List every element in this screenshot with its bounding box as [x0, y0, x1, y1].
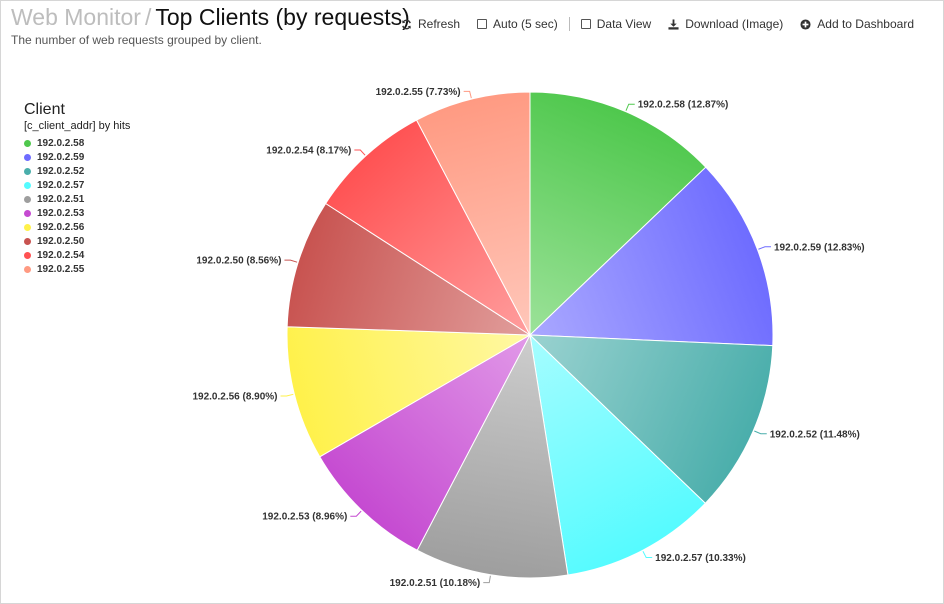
- download-label: Download (Image): [685, 17, 784, 31]
- legend-item-label: 192.0.2.52: [37, 165, 85, 177]
- breadcrumb-web-monitor[interactable]: Web Monitor: [11, 4, 141, 30]
- legend-swatch: [24, 265, 31, 273]
- legend-swatch: [24, 181, 31, 189]
- pie-slice-label: 192.0.2.59 (12.83%): [774, 242, 865, 253]
- pie-leader-line: [754, 430, 767, 435]
- legend-item[interactable]: 192.0.2.55: [24, 262, 130, 276]
- page-header: Web Monitor / Top Clients (by requests): [11, 4, 410, 31]
- pie-leader-line: [463, 90, 472, 99]
- legend-item-label: 192.0.2.57: [37, 179, 85, 191]
- pie-slice-label: 192.0.2.58 (12.87%): [638, 100, 729, 111]
- download-icon: [668, 18, 679, 30]
- pie-slice[interactable]: [319, 333, 532, 551]
- legend-subtitle: [c_client_addr] by hits: [24, 120, 131, 132]
- pie-slice[interactable]: [529, 333, 706, 576]
- legend-item[interactable]: 192.0.2.54: [24, 248, 130, 262]
- pie-slice-label: 192.0.2.54 (8.17%): [266, 146, 351, 157]
- refresh-icon: [402, 19, 411, 29]
- pie-leader-line: [758, 246, 771, 250]
- pie-slice[interactable]: [415, 91, 531, 336]
- breadcrumb-separator: /: [144, 4, 152, 30]
- pie-leader-line: [625, 103, 635, 111]
- auto-refresh-checkbox[interactable]: Auto (5 sec): [477, 17, 558, 31]
- pie-slice-label: 192.0.2.52 (11.48%): [770, 429, 860, 440]
- legend-item[interactable]: 192.0.2.52: [24, 164, 130, 178]
- data-view-checkbox-box[interactable]: [580, 19, 591, 29]
- pie-labels: 192.0.2.58 (12.87%) 192.0.2.59 (12.83%) 19…: [192, 87, 864, 589]
- legend-item[interactable]: 192.0.2.50: [24, 234, 130, 248]
- legend-swatch: [24, 167, 31, 175]
- pie-slice[interactable]: [324, 119, 532, 337]
- pie-leader-line: [284, 259, 298, 263]
- chart-legend: Client [c_client_addr] by hits 192.0.2.5…: [24, 101, 130, 276]
- legend-title: Client: [24, 101, 65, 118]
- legend-swatch: [24, 209, 31, 217]
- pie-slice-label: 192.0.2.57 (10.33%): [655, 553, 746, 564]
- legend-item[interactable]: 192.0.2.59: [24, 150, 130, 164]
- pie-slice[interactable]: [528, 334, 774, 505]
- legend-item[interactable]: 192.0.2.57: [24, 178, 130, 192]
- page-title: Top Clients (by requests): [155, 4, 410, 30]
- pie-slice-label: 192.0.2.56 (8.90%): [192, 392, 277, 403]
- pie-slice[interactable]: [286, 202, 532, 336]
- pie-slice-label: 192.0.2.51 (10.18%): [390, 578, 481, 589]
- data-view-checkbox[interactable]: Data View: [580, 17, 652, 31]
- legend-item-label: 192.0.2.59: [37, 151, 85, 163]
- pie-leader-line: [280, 393, 294, 397]
- legend-item[interactable]: 192.0.2.53: [24, 206, 130, 220]
- legend-swatch: [24, 195, 31, 203]
- add-to-dashboard-button[interactable]: Add to Dashboard: [800, 17, 914, 31]
- pie-leader-line: [350, 510, 362, 517]
- legend-swatch: [24, 251, 31, 259]
- legend-item[interactable]: 192.0.2.56: [24, 220, 130, 234]
- plus-circle-icon: [800, 18, 811, 30]
- legend-item-label: 192.0.2.53: [37, 207, 85, 219]
- pie-slice[interactable]: [528, 166, 774, 347]
- add-dashboard-label: Add to Dashboard: [817, 17, 914, 31]
- pie-slice-label: 192.0.2.55 (7.73%): [376, 87, 461, 98]
- legend-item-label: 192.0.2.58: [37, 137, 85, 149]
- auto-checkbox-box[interactable]: [477, 19, 488, 29]
- pie-slice-label: 192.0.2.53 (8.96%): [262, 512, 347, 523]
- pie-slices: [286, 91, 774, 579]
- toolbar-divider: [568, 17, 570, 31]
- refresh-button[interactable]: Refresh: [401, 17, 460, 31]
- legend-swatch: [24, 153, 31, 161]
- pie-slice-label: 192.0.2.50 (8.56%): [196, 256, 281, 267]
- auto-label: Auto (5 sec): [493, 17, 558, 31]
- legend-swatch: [24, 223, 31, 231]
- legend-item-label: 192.0.2.50: [37, 235, 85, 247]
- refresh-label: Refresh: [418, 17, 461, 31]
- download-image-button[interactable]: Download (Image): [668, 17, 783, 31]
- legend-swatch: [24, 237, 31, 245]
- pie-leader-line: [483, 575, 491, 584]
- pie-leader-lines: [280, 90, 771, 584]
- page-subtitle: The number of web requests grouped by cl…: [11, 33, 262, 47]
- legend-swatch: [24, 139, 31, 147]
- legend-item-label: 192.0.2.54: [37, 249, 85, 261]
- pie-slice[interactable]: [286, 326, 532, 458]
- pie-slice[interactable]: [416, 333, 569, 579]
- pie-leader-line: [354, 149, 366, 156]
- legend-item-label: 192.0.2.56: [37, 221, 85, 233]
- legend-item[interactable]: 192.0.2.51: [24, 192, 130, 206]
- data-view-label: Data View: [596, 17, 652, 31]
- pie-slice[interactable]: [529, 91, 707, 337]
- legend-item[interactable]: 192.0.2.58: [24, 136, 130, 150]
- legend-item-label: 192.0.2.55: [37, 263, 85, 275]
- pie-leader-line: [642, 551, 653, 558]
- legend-item-label: 192.0.2.51: [37, 193, 85, 205]
- toolbar: Refresh Auto (5 sec) Data View Download …: [401, 16, 914, 32]
- legend-items: 192.0.2.58 192.0.2.59 192.0.2.52 192.0.2.57…: [24, 136, 130, 276]
